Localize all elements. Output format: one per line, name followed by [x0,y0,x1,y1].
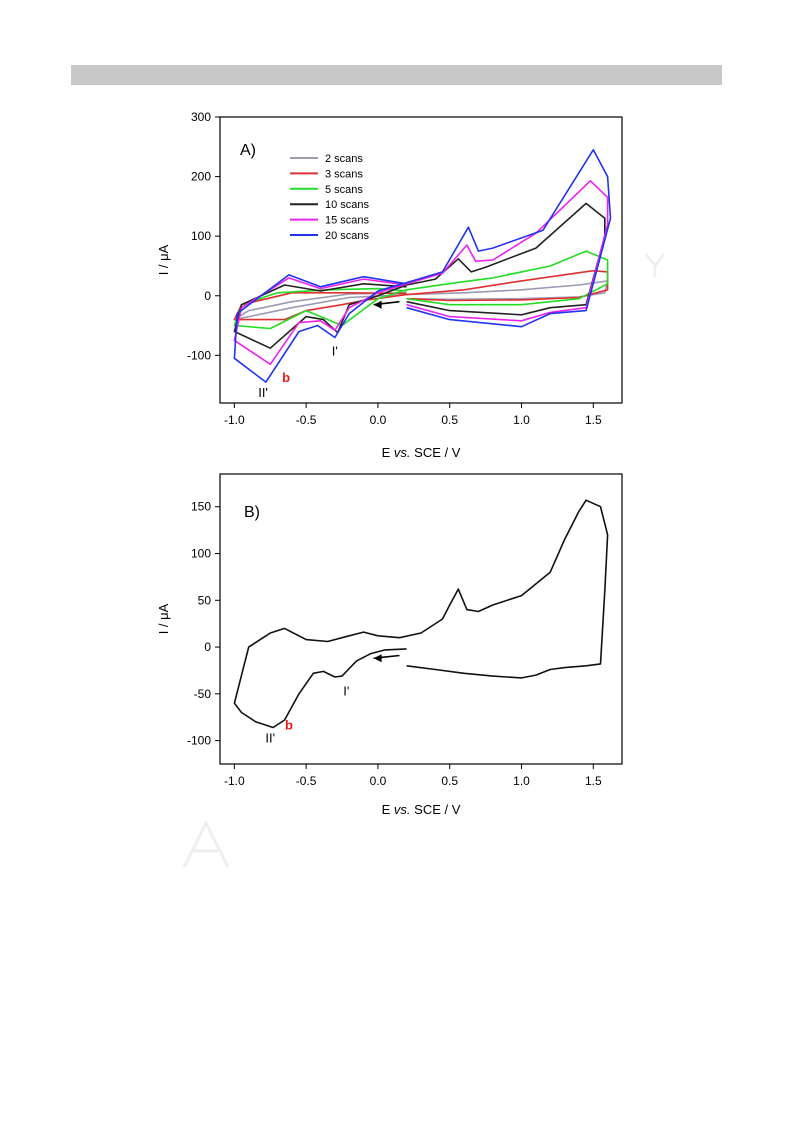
peak-annotation: b [282,370,290,385]
legend-label: 15 scans [325,215,370,227]
panel-a-y-axis-title: I / μA [156,244,171,275]
x-tick-label: 1.0 [513,413,530,427]
y-tick-label: -50 [194,687,212,701]
x-tick-label: 1.0 [513,774,530,788]
y-tick-label: 300 [191,110,211,124]
peak-annotation: II' [258,385,268,400]
x-tick-label: -0.5 [296,413,317,427]
x-tick-label: 1.5 [585,413,602,427]
watermark-letter-a [182,819,230,868]
panel-b-chart: B) -1.0 -0.5 0.0 0.5 1.0 1.5150100500-50-100 … [156,473,623,817]
peak-annotation: II' [265,730,275,745]
legend-label: 10 scans [325,199,370,211]
y-tick-label: 0 [204,289,211,303]
panel-a-legend: 2 scans 3 scans 5 scans 10 scans 15 scans 20 … [290,153,370,242]
y-tick-label: 0 [204,640,211,654]
panel-b-label: B) [244,504,260,521]
y-tick-label: 100 [191,547,211,561]
panel-a-label: A) [240,142,256,159]
panel-a-annotations: I' II' b [258,343,338,400]
series-line [233,499,609,729]
x-tick-label: -1.0 [224,413,245,427]
legend-label: 5 scans [325,184,363,196]
legend-label: 2 scans [325,153,363,165]
panel-a-x-axis-title: E vs. SCE / V [382,445,461,460]
peak-annotation: b [285,717,293,732]
y-tick-label: 150 [191,500,211,514]
scan-direction-arrowhead [373,654,382,663]
panel-a-plot-frame [219,116,623,404]
panel-b-series [233,499,609,729]
panel-b-plot-frame [219,473,623,765]
panel-a-chart: A) -1.0 -0.5 0.0 0.5 1.0 1.5 300 200 100 0 -100 2 … [156,110,623,460]
panel-a-ticks: -1.0 -0.5 0.0 0.5 1.0 1.5 300 200 100 0 -100 [187,110,602,427]
legend-label: 20 scans [325,230,370,242]
y-tick-label: -100 [187,734,211,748]
panel-b-x-axis-title: E vs. SCE / V [382,802,461,817]
x-tick-label: 0.0 [370,774,387,788]
y-tick-label: 100 [191,229,211,243]
watermark-letter-y [645,253,665,277]
figure-area: A) -1.0 -0.5 0.0 0.5 1.0 1.5 300 200 100 0 -100 2 … [150,100,646,820]
x-tick-label: 0.5 [441,774,458,788]
scan-direction-arrowhead [373,300,382,309]
panel-b-annotations: I' II' b [265,684,349,746]
x-tick-label: 0.5 [441,413,458,427]
panel-b-ticks: -1.0 -0.5 0.0 0.5 1.0 1.5 150 100 50 0 -50 -100 [187,500,602,788]
legend-label: 3 scans [325,168,363,180]
panel-a-series [233,149,612,383]
panel-b-y-axis-title: I / μA [156,603,171,634]
x-tick-label: -0.5 [296,774,317,788]
y-tick-label: 50 [198,593,212,607]
series-line [233,149,612,383]
page-header-bar [71,65,722,85]
cyclic-voltammetry-figure: A) -1.0 -0.5 0.0 0.5 1.0 1.5 300 200 100 0 -100 2 … [156,110,623,817]
series-line [233,180,609,366]
y-tick-label: -100 [187,348,211,362]
x-tick-label: -1.0 [224,774,245,788]
y-tick-label: 200 [191,170,211,184]
peak-annotation: I' [343,684,349,699]
x-tick-label: 1.5 [585,774,602,788]
peak-annotation: I' [332,343,338,358]
x-tick-label: 0.0 [370,413,387,427]
